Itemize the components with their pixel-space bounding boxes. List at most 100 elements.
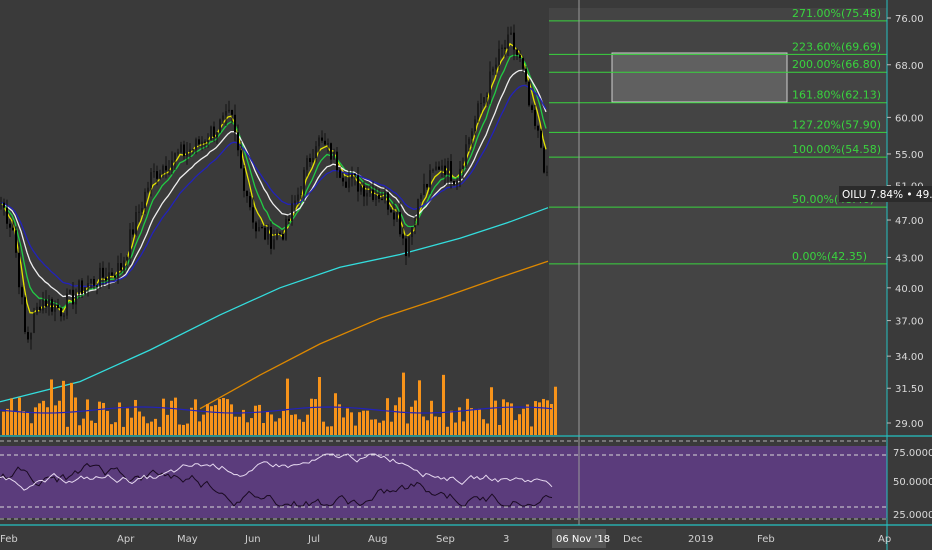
price-tick-label: 55.00 — [895, 150, 924, 161]
candle-body — [435, 166, 437, 170]
price-tick-label: 29.00 — [895, 419, 924, 430]
time-axis-label: Ap — [878, 534, 891, 545]
candle-body — [510, 32, 512, 35]
volume-bar — [506, 402, 509, 435]
candle-body — [396, 212, 398, 220]
volume-bar — [246, 422, 249, 435]
candle-body — [144, 191, 146, 209]
candle-body — [267, 226, 269, 240]
volume-bar — [294, 414, 297, 435]
volume-bar — [194, 399, 197, 435]
candle-body — [414, 225, 416, 228]
fib-level-label: 100.00%(54.58) — [792, 143, 881, 156]
candle-body — [522, 58, 524, 69]
volume-bar — [218, 399, 221, 435]
candle-body — [114, 275, 116, 278]
candle-body — [276, 232, 278, 240]
candle-body — [369, 189, 371, 193]
volume-bar — [262, 422, 265, 435]
candle-body — [3, 202, 5, 208]
candle-body — [48, 299, 50, 307]
candle-body — [450, 161, 452, 182]
volume-bar — [334, 393, 337, 435]
volume-bar — [90, 420, 93, 435]
volume-bar — [478, 408, 481, 435]
time-axis-label: Feb — [0, 534, 18, 545]
volume-bar — [190, 407, 193, 435]
candle-body — [441, 165, 443, 170]
candle-body — [219, 119, 221, 133]
volume-bar — [250, 418, 253, 435]
volume-bar — [186, 423, 189, 435]
candle-body — [546, 171, 548, 173]
candle-body — [57, 304, 59, 308]
candle-body — [324, 140, 326, 145]
volume-bar — [302, 421, 305, 435]
candle-body — [453, 181, 455, 185]
volume-bar — [358, 412, 361, 435]
candle-body — [534, 110, 536, 126]
volume-bar — [146, 423, 149, 435]
candle-body — [480, 102, 482, 104]
candle-body — [210, 126, 212, 141]
fib-target-zone[interactable] — [611, 52, 788, 103]
candle-body — [468, 138, 470, 145]
candle-body — [171, 160, 173, 170]
volume-bar — [446, 426, 449, 435]
volume-bars — [0, 372, 557, 435]
candle-body — [504, 47, 506, 49]
candle-body — [501, 47, 503, 49]
candle-body — [201, 141, 203, 145]
candle-body — [66, 293, 68, 316]
candle-body — [69, 289, 71, 294]
volume-bar — [46, 407, 49, 435]
candle-body — [465, 144, 467, 166]
volume-bar — [282, 410, 285, 435]
price-tick-label: 68.00 — [895, 61, 924, 72]
candle-body — [354, 173, 356, 176]
volume-bar — [510, 403, 513, 435]
volume-bar — [106, 410, 109, 435]
candle-body — [234, 114, 236, 133]
candle-body — [390, 209, 392, 213]
candle-body — [207, 140, 209, 143]
volume-bar — [390, 421, 393, 435]
time-axis-label: 3 — [503, 534, 509, 545]
volume-bar — [486, 423, 489, 435]
volume-bar — [386, 398, 389, 435]
candle-body — [135, 212, 137, 235]
candle-body — [339, 170, 341, 178]
candle-body — [336, 151, 338, 171]
volume-bar — [422, 416, 425, 435]
time-axis-label: Dec — [623, 534, 642, 545]
candle-body — [51, 299, 53, 312]
candle-body — [246, 190, 248, 197]
date-marker-bg — [552, 529, 606, 548]
candle-body — [168, 169, 170, 171]
volume-bar — [346, 408, 349, 435]
volume-bar — [66, 426, 69, 435]
candle-body — [72, 289, 74, 305]
volume-bar — [18, 397, 21, 435]
candle-body — [0, 202, 2, 204]
volume-bar — [166, 414, 169, 435]
fib-level-label: 271.00%(75.48) — [792, 7, 881, 20]
candle-body — [516, 49, 518, 56]
price-tick-label: 60.00 — [895, 113, 924, 124]
candle-body — [366, 192, 368, 197]
candle-body — [273, 239, 275, 249]
volume-bar — [374, 419, 377, 435]
volume-bar — [198, 421, 201, 435]
volume-bar — [330, 426, 333, 435]
candle-body — [492, 68, 494, 72]
volume-bar — [26, 412, 29, 435]
candle-body — [243, 168, 245, 191]
volume-bar — [254, 405, 257, 435]
volume-bar — [222, 397, 225, 435]
volume-bar — [30, 423, 33, 435]
volume-bar — [138, 411, 141, 435]
volume-bar — [426, 420, 429, 435]
candle-body — [6, 207, 8, 224]
volume-bar — [410, 406, 413, 435]
